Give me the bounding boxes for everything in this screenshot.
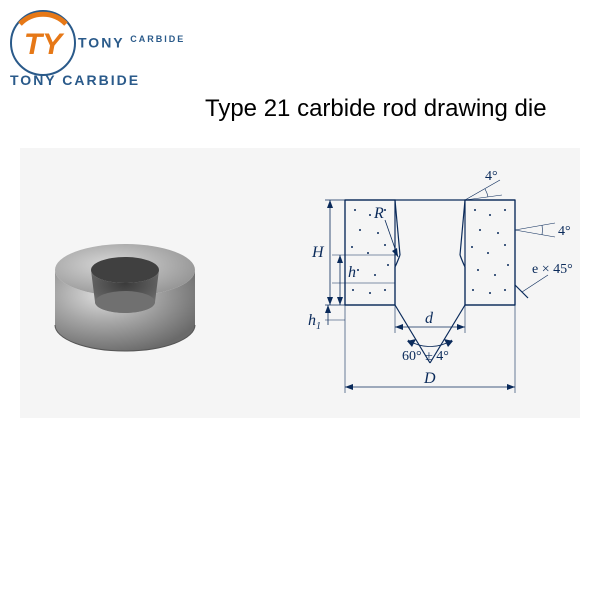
svg-text:TY: TY bbox=[24, 28, 65, 61]
dim-label-D: D bbox=[423, 370, 436, 387]
logo-circle-icon: TY bbox=[8, 8, 78, 78]
logo-brand-main: TONY bbox=[78, 35, 124, 51]
chamfer-label: e × 45° bbox=[532, 262, 573, 277]
dim-label-d: d bbox=[425, 310, 434, 327]
angle-label-4a: 4° bbox=[485, 169, 498, 184]
dim-label-h: h bbox=[348, 264, 356, 281]
logo-brand-text: TONY CARBIDE bbox=[78, 34, 185, 51]
logo-subtitle: TONY CARBIDE bbox=[10, 72, 140, 88]
cross-section-icon: H h h1 d D R 60° ± 4° 4° 4° e × 45° bbox=[270, 165, 590, 425]
engineering-diagram: H h h1 d D R 60° ± 4° 4° 4° e × 45° bbox=[270, 165, 590, 430]
product-render bbox=[40, 220, 210, 375]
brand-logo: TY bbox=[8, 8, 78, 78]
die-render-icon bbox=[40, 220, 210, 370]
angle-label-4b: 4° bbox=[558, 224, 571, 239]
dim-label-h1: h1 bbox=[308, 312, 321, 332]
angle-label-60: 60° ± 4° bbox=[402, 349, 449, 364]
dim-label-H: H bbox=[311, 244, 325, 261]
page-title: Type 21 carbide rod drawing die bbox=[205, 95, 547, 123]
logo-brand-sub: CARBIDE bbox=[130, 34, 185, 44]
dim-label-R: R bbox=[373, 205, 384, 222]
